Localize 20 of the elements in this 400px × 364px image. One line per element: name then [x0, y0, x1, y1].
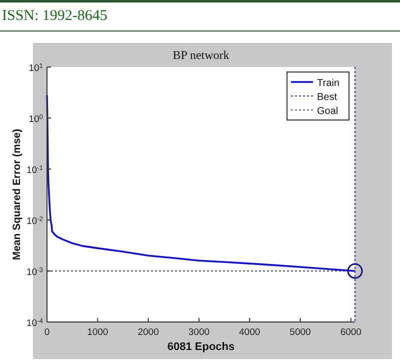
y-tick-label: 10$^{-4}$	[26, 318, 44, 329]
y-tick-label: 10$^{0}$	[28, 114, 44, 125]
x-tick-label: 5000	[290, 327, 311, 338]
legend-label: Train	[317, 78, 340, 89]
y-tick-label: 10$^{-2}$	[26, 216, 44, 227]
x-tick-label: 0	[44, 327, 50, 338]
x-tick-label: 2000	[138, 327, 159, 338]
x-tick-label: 1000	[87, 327, 108, 338]
legend-label: Goal	[317, 106, 338, 117]
chart-title: BP network	[172, 48, 230, 62]
x-axis-title: 6081 Epochs	[167, 341, 235, 353]
x-tick-label: 4000	[239, 327, 260, 338]
y-tick-label: 10$^{-3}$	[26, 266, 44, 278]
text: ISSN: 1992-8645	[2, 8, 108, 24]
y-axis-title: Mean Squared Error (mse)	[11, 128, 23, 260]
x-tick-label: 3000	[188, 327, 210, 338]
ref-line-label: Best	[317, 92, 338, 103]
y-tick-label: 10$^{-1}$	[26, 164, 44, 176]
y-tick-label: 10$^{1}$	[28, 62, 44, 74]
x-tick-label: 6000	[340, 327, 362, 338]
